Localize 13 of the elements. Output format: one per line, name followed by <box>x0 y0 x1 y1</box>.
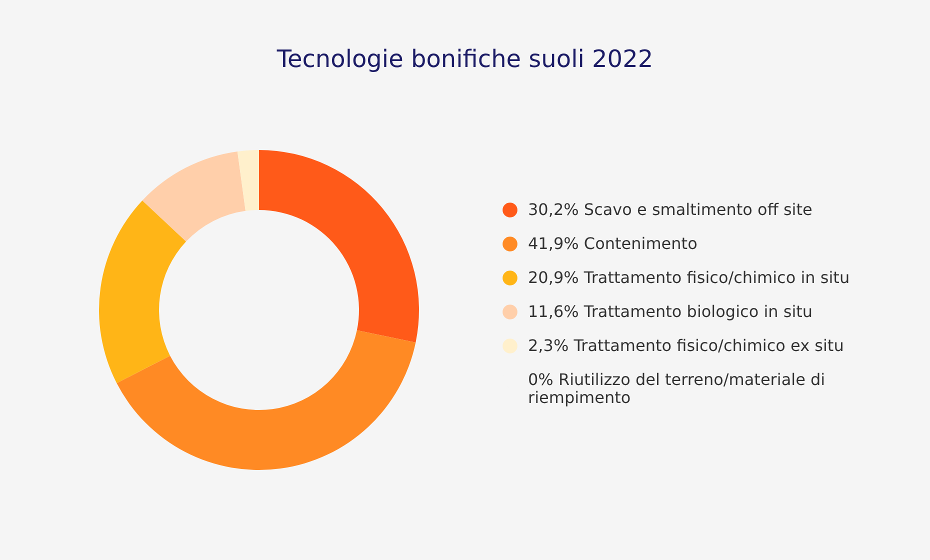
donut-slice <box>142 151 246 242</box>
legend-label: 11,6% Trattamento biologico in situ <box>528 302 813 321</box>
category-label: riempimento <box>528 388 631 407</box>
donut-slice <box>237 150 259 211</box>
legend-label: 2,3% Trattamento fisico/chimico ex situ <box>528 336 844 355</box>
legend-label: 30,2% Scavo e smaltimento off site <box>528 200 812 219</box>
donut-slice <box>116 330 416 470</box>
chart-title: Tecnologie bonifiche suoli 2022 <box>276 45 654 73</box>
legend-label: 20,9% Trattamento fisico/chimico in situ <box>528 268 850 287</box>
text: 0% Riutilizzo del terreno/materiale di <box>528 370 826 389</box>
donut-slice <box>259 150 419 342</box>
donut-slice <box>99 200 186 384</box>
legend-label: 41,9% Contenimento <box>528 234 698 253</box>
